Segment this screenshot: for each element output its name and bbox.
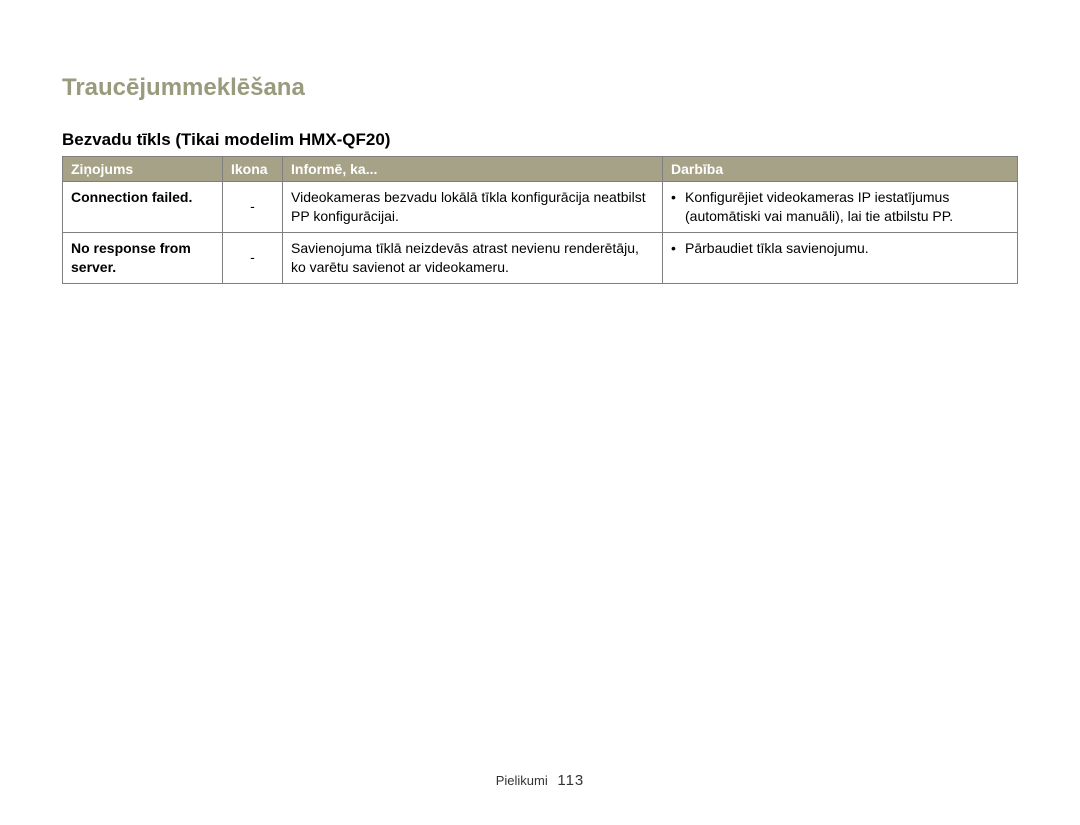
- col-header-message: Ziņojums: [63, 157, 223, 182]
- footer-section-label: Pielikumi: [496, 773, 548, 788]
- troubleshooting-table: Ziņojums Ikona Informē, ka... Darbība Co…: [62, 156, 1018, 284]
- action-item: Pārbaudiet tīkla savienojumu.: [671, 239, 1009, 258]
- cell-icon: -: [223, 232, 283, 283]
- cell-icon: -: [223, 182, 283, 233]
- table-header-row: Ziņojums Ikona Informē, ka... Darbība: [63, 157, 1018, 182]
- footer-page-number: 113: [557, 772, 584, 789]
- action-item: Konfigurējiet videokameras IP iestatījum…: [671, 188, 1009, 226]
- col-header-icon: Ikona: [223, 157, 283, 182]
- section-title: Bezvadu tīkls (Tikai modelim HMX-QF20): [62, 130, 1018, 150]
- cell-action: Pārbaudiet tīkla savienojumu.: [663, 232, 1018, 283]
- page-footer: Pielikumi 113: [0, 772, 1080, 789]
- table-row: Connection failed.-Videokameras bezvadu …: [63, 182, 1018, 233]
- col-header-info: Informē, ka...: [283, 157, 663, 182]
- cell-info: Videokameras bezvadu lokālā tīkla konfig…: [283, 182, 663, 233]
- table-row: No response from server.-Savienojuma tīk…: [63, 232, 1018, 283]
- col-header-action: Darbība: [663, 157, 1018, 182]
- cell-action: Konfigurējiet videokameras IP iestatījum…: [663, 182, 1018, 233]
- cell-info: Savienojuma tīklā neizdevās atrast nevie…: [283, 232, 663, 283]
- page-title: Traucējummeklēšana: [62, 74, 1018, 102]
- cell-message: No response from server.: [63, 232, 223, 283]
- cell-message: Connection failed.: [63, 182, 223, 233]
